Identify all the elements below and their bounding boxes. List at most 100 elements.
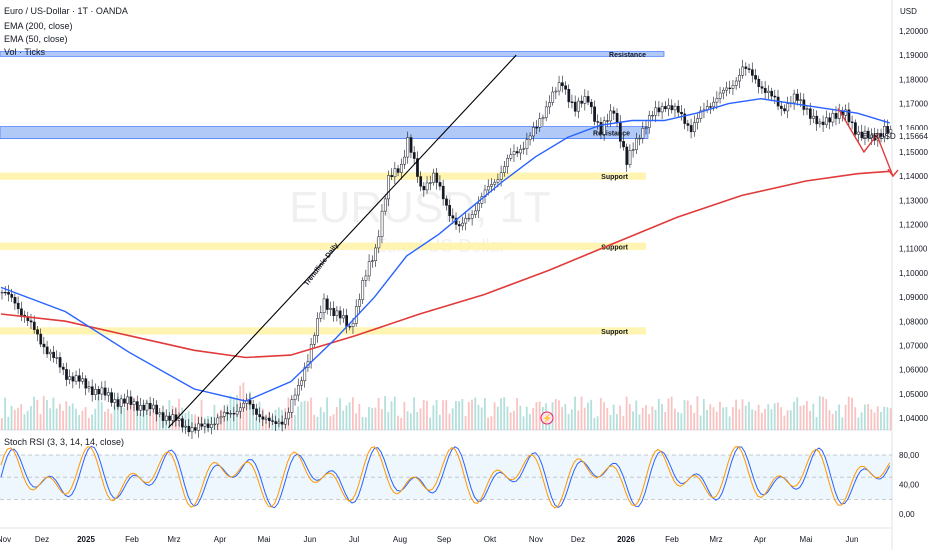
- candle[interactable]: [181, 418, 184, 428]
- candle[interactable]: [612, 110, 616, 114]
- candle[interactable]: [570, 101, 574, 103]
- candle[interactable]: [857, 131, 860, 135]
- candle[interactable]: [683, 113, 687, 124]
- candle[interactable]: [596, 121, 600, 123]
- candle[interactable]: [239, 407, 242, 412]
- candle[interactable]: [767, 90, 770, 93]
- candle[interactable]: [126, 396, 130, 404]
- candle[interactable]: [348, 326, 352, 328]
- candle[interactable]: [87, 386, 91, 389]
- candle[interactable]: [728, 87, 732, 90]
- candle[interactable]: [812, 115, 815, 119]
- candle[interactable]: [222, 412, 226, 417]
- candle[interactable]: [296, 385, 300, 396]
- candle[interactable]: [268, 417, 271, 421]
- candle[interactable]: [831, 113, 835, 123]
- candle[interactable]: [200, 423, 204, 427]
- ema50-line[interactable]: [0, 97, 890, 402]
- candle[interactable]: [496, 179, 500, 183]
- candle[interactable]: [635, 138, 638, 150]
- candle[interactable]: [457, 224, 461, 227]
- stoch-d-line[interactable]: [0, 446, 891, 509]
- candle[interactable]: [229, 413, 233, 415]
- candle[interactable]: [744, 66, 748, 69]
- candle[interactable]: [448, 205, 452, 216]
- candle[interactable]: [470, 214, 474, 219]
- candle[interactable]: [132, 401, 136, 405]
- candle[interactable]: [432, 172, 435, 183]
- candle[interactable]: [486, 186, 490, 191]
- candle[interactable]: [474, 210, 477, 215]
- candle[interactable]: [551, 91, 555, 103]
- candle[interactable]: [177, 418, 181, 421]
- candle[interactable]: [731, 85, 735, 89]
- candle[interactable]: [380, 210, 384, 237]
- candle[interactable]: [197, 423, 200, 431]
- candle[interactable]: [280, 421, 284, 425]
- candle[interactable]: [7, 292, 10, 295]
- resistance-zone[interactable]: [0, 51, 665, 57]
- candle[interactable]: [519, 149, 522, 154]
- candle[interactable]: [32, 321, 36, 330]
- candle[interactable]: [232, 413, 236, 415]
- candle[interactable]: [425, 182, 429, 191]
- candle[interactable]: [45, 346, 49, 355]
- candle[interactable]: [786, 103, 790, 112]
- candle[interactable]: [512, 151, 516, 155]
- candle[interactable]: [577, 100, 580, 112]
- candle[interactable]: [554, 90, 558, 93]
- candle[interactable]: [174, 414, 178, 421]
- candle[interactable]: [799, 99, 803, 101]
- candle[interactable]: [293, 394, 297, 400]
- candle[interactable]: [406, 137, 410, 158]
- candle[interactable]: [313, 335, 316, 345]
- candle[interactable]: [290, 399, 294, 413]
- candle[interactable]: [387, 175, 390, 200]
- candle[interactable]: [866, 130, 870, 139]
- candle[interactable]: [644, 127, 648, 129]
- candle[interactable]: [94, 389, 97, 395]
- candle[interactable]: [622, 141, 625, 148]
- candle[interactable]: [747, 68, 751, 70]
- candle[interactable]: [377, 236, 381, 249]
- candle[interactable]: [461, 222, 464, 227]
- candle[interactable]: [528, 135, 532, 140]
- candle[interactable]: [606, 120, 609, 122]
- candle[interactable]: [664, 106, 667, 110]
- candle[interactable]: [374, 247, 377, 262]
- candle[interactable]: [651, 115, 654, 117]
- candle[interactable]: [36, 329, 39, 335]
- candle[interactable]: [532, 127, 535, 137]
- candle[interactable]: [625, 146, 629, 165]
- candle[interactable]: [699, 110, 703, 119]
- candle[interactable]: [81, 378, 84, 382]
- candle[interactable]: [193, 427, 197, 431]
- candle[interactable]: [103, 387, 107, 396]
- candle[interactable]: [763, 88, 767, 93]
- candle[interactable]: [647, 115, 651, 128]
- candle[interactable]: [815, 115, 819, 125]
- candle[interactable]: [696, 118, 699, 123]
- candle[interactable]: [152, 404, 155, 410]
- candle[interactable]: [100, 387, 104, 395]
- candle[interactable]: [190, 427, 194, 433]
- candle[interactable]: [364, 275, 368, 281]
- candle[interactable]: [467, 217, 471, 220]
- candle[interactable]: [158, 412, 162, 415]
- candle[interactable]: [107, 392, 110, 396]
- candle[interactable]: [416, 158, 419, 177]
- candle[interactable]: [403, 156, 406, 165]
- candle[interactable]: [164, 415, 168, 421]
- candle[interactable]: [68, 376, 72, 380]
- candle[interactable]: [345, 315, 348, 327]
- candle[interactable]: [561, 82, 564, 87]
- candle[interactable]: [342, 315, 345, 319]
- candle[interactable]: [3, 291, 7, 294]
- support-zone[interactable]: [0, 242, 646, 250]
- candle[interactable]: [689, 125, 693, 133]
- candle[interactable]: [464, 218, 468, 224]
- candle[interactable]: [535, 127, 538, 129]
- candle[interactable]: [503, 166, 506, 173]
- candle[interactable]: [319, 312, 323, 319]
- candle[interactable]: [854, 122, 857, 135]
